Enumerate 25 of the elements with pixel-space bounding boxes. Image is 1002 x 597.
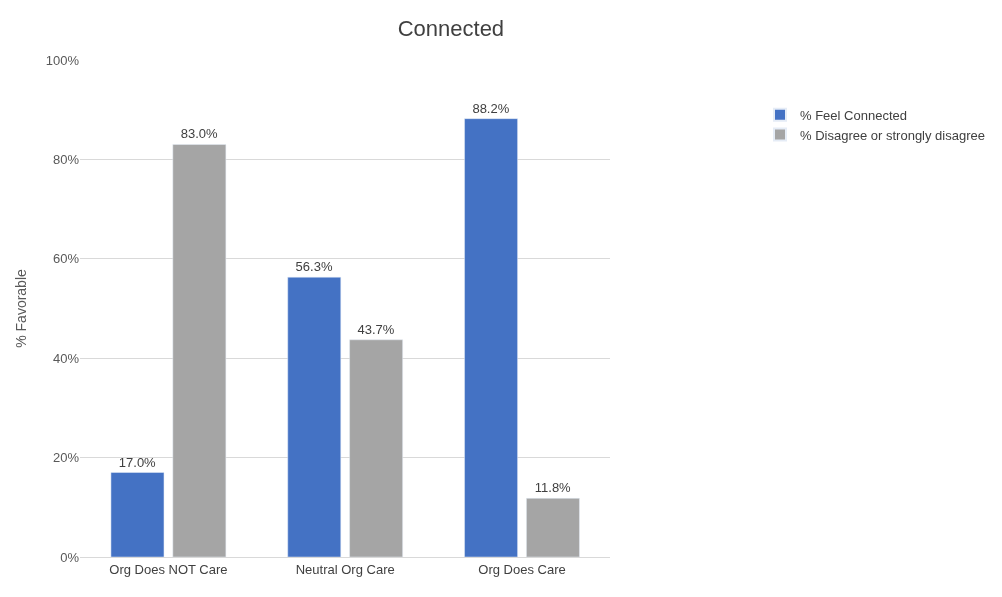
bar <box>172 144 227 557</box>
data-label: 43.7% <box>357 321 395 337</box>
data-label: 56.3% <box>295 259 333 275</box>
data-label: 88.2% <box>472 100 510 116</box>
bar <box>287 276 342 557</box>
data-label: 83.0% <box>180 126 218 142</box>
bar <box>464 118 518 557</box>
data-label: 17.0% <box>118 454 157 470</box>
x-tick-label: Org Does NOT Care <box>109 561 228 577</box>
y-tick-label: 60% <box>52 251 80 267</box>
chart-title: Connected <box>397 16 505 42</box>
legend-label: % Disagree or strongly disagree <box>800 127 985 143</box>
legend-label: % Feel Connected <box>800 107 907 123</box>
bar <box>110 472 165 557</box>
x-tick-label: Neutral Org Care <box>295 561 395 577</box>
x-tick-label: Org Does Care <box>478 561 566 577</box>
y-tick-label: 80% <box>52 151 80 167</box>
data-label: 11.8% <box>534 480 572 496</box>
y-tick-label: 0% <box>60 549 80 565</box>
y-axis-title: % Favorable <box>13 268 30 348</box>
y-tick-label: 40% <box>52 350 80 366</box>
bar <box>526 498 580 557</box>
y-tick-label: 20% <box>52 450 80 466</box>
y-tick-label: 100% <box>45 52 80 68</box>
bar <box>349 339 403 557</box>
